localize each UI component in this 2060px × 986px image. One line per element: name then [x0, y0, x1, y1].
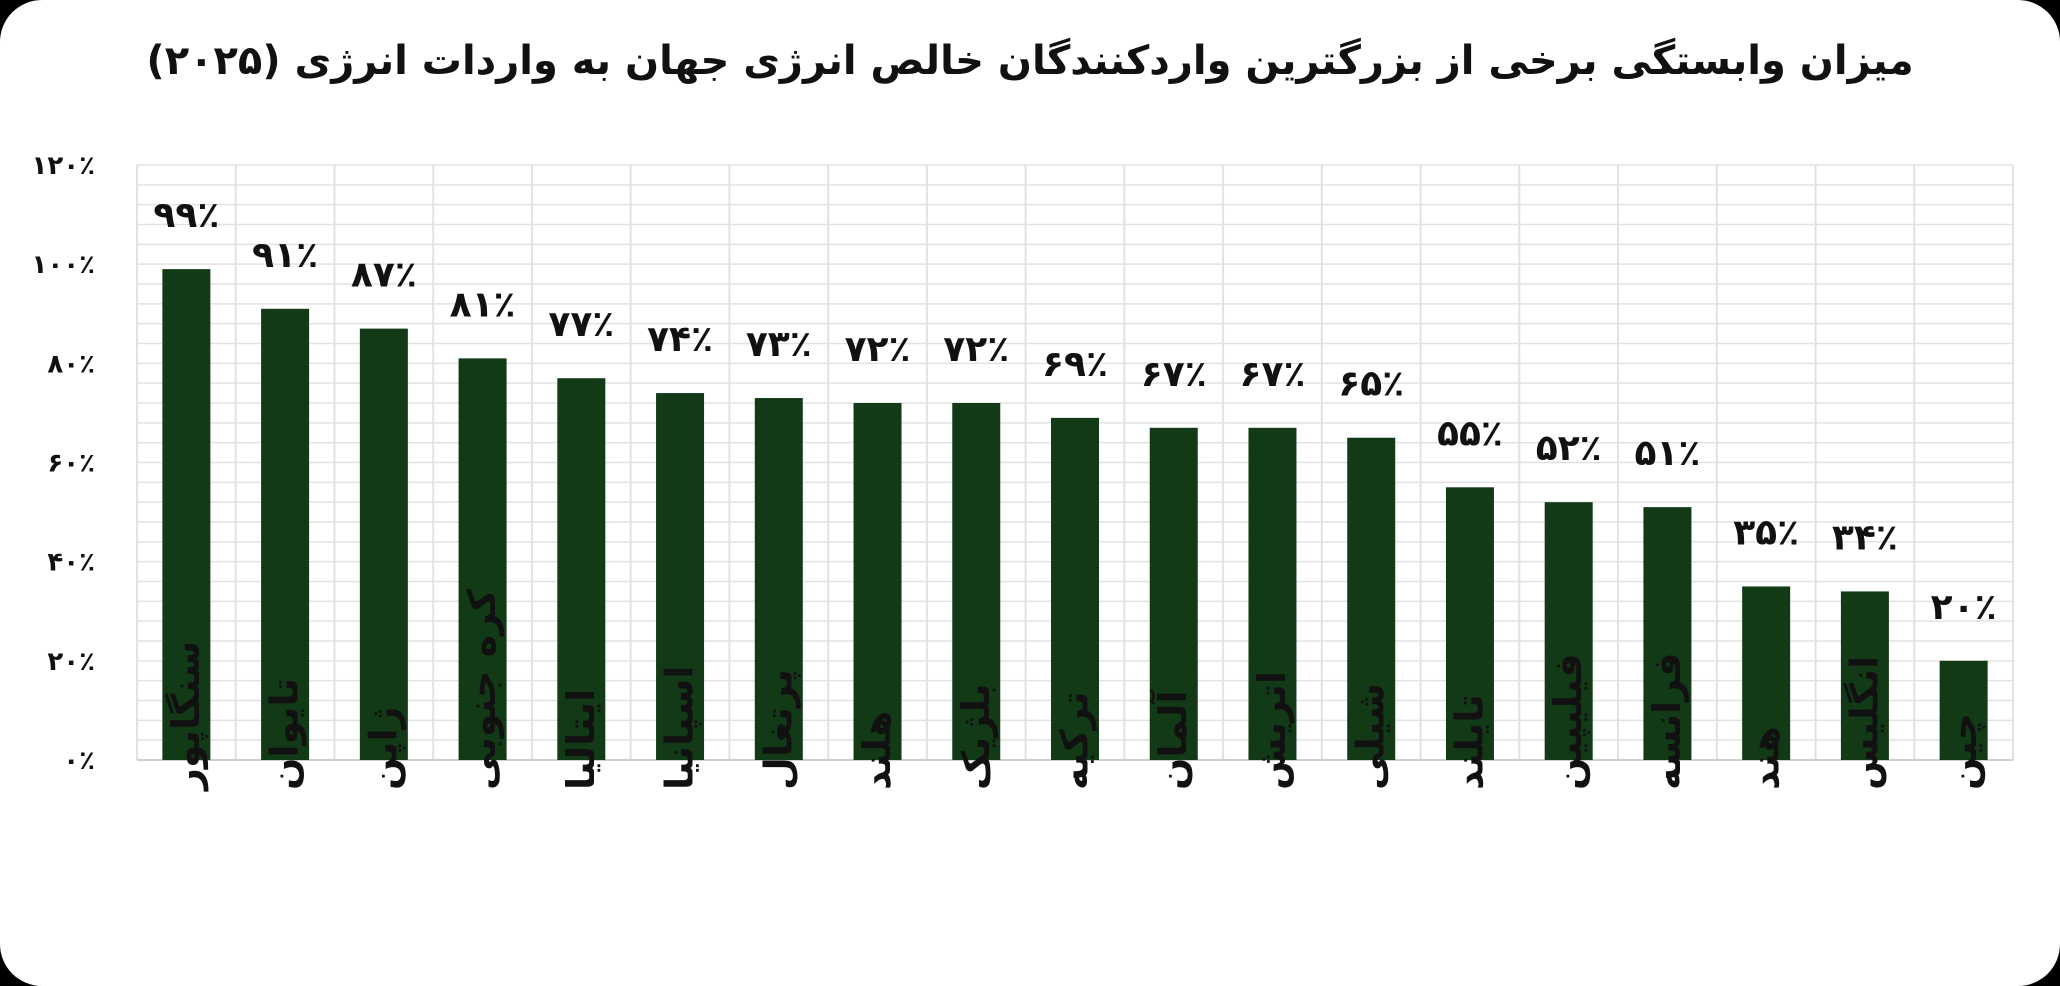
- data-label: ۶۵٪: [1338, 364, 1404, 405]
- data-label: ۹۱٪: [252, 235, 318, 276]
- data-label: ۷۲٪: [943, 329, 1009, 370]
- category-label: چین: [1941, 713, 1985, 790]
- bar: [557, 378, 606, 760]
- category-label: سنگاپور: [164, 641, 208, 792]
- data-label: ۷۷٪: [548, 304, 614, 345]
- data-label: ۶۷٪: [1240, 354, 1306, 395]
- data-label: ۳۵٪: [1733, 512, 1799, 553]
- category-label: هند: [1744, 726, 1788, 790]
- y-tick-label: ۱۲۰٪: [32, 151, 95, 181]
- y-tick-label: ۴۰٪: [47, 548, 95, 578]
- data-label: ۹۹٪: [153, 195, 219, 236]
- data-label: ۸۱٪: [450, 284, 516, 325]
- y-tick-label: ۶۰٪: [47, 449, 95, 479]
- bar: [1051, 417, 1099, 760]
- bar: [261, 308, 310, 760]
- bar: [162, 269, 211, 760]
- category-label: ژاپن: [361, 707, 405, 790]
- data-label: ۷۴٪: [647, 319, 713, 360]
- bar: [1445, 487, 1494, 760]
- bar: [1149, 427, 1198, 760]
- data-label: ۷۲٪: [845, 329, 911, 370]
- bar: [754, 398, 803, 760]
- data-label: ۵۱٪: [1634, 433, 1700, 474]
- data-label: ۶۷٪: [1141, 354, 1207, 395]
- bar: [656, 393, 705, 760]
- bar: [1643, 507, 1692, 760]
- category-label: فرانسه: [1645, 652, 1689, 790]
- y-tick-label: ۰٪: [63, 746, 95, 776]
- data-label: ۵۲٪: [1536, 428, 1602, 469]
- category-label: ترکیه: [1053, 691, 1097, 790]
- category-label: تایوان: [263, 678, 307, 790]
- data-label: ۷۳٪: [746, 324, 812, 365]
- chart-title: میزان وابستگی برخی از بزرگترین واردکنندگ…: [146, 38, 1914, 84]
- category-label: فیلیپین: [1546, 653, 1590, 790]
- category-label: هلند: [855, 711, 899, 790]
- category-label: شیلی: [1349, 683, 1393, 790]
- data-label: ۵۵٪: [1437, 413, 1503, 454]
- y-tick-label: ۸۰٪: [47, 349, 95, 379]
- category-label: کره جنوبی: [460, 588, 504, 790]
- category-label: اسپانیا: [658, 666, 702, 790]
- category-label: اتریش: [1250, 671, 1294, 790]
- bar: [359, 328, 408, 760]
- bar: [853, 403, 902, 760]
- bar: [1248, 427, 1297, 760]
- data-label: ۶۹٪: [1042, 344, 1108, 385]
- bar: [1544, 502, 1593, 760]
- data-label: ۸۷٪: [351, 255, 417, 296]
- bar: [1347, 437, 1396, 760]
- bar: [1742, 586, 1791, 760]
- category-label: بلژیک: [954, 683, 998, 790]
- category-label: آلمان: [1149, 690, 1195, 790]
- category-label: ایتالیا: [559, 689, 603, 790]
- y-tick-label: ۱۰۰٪: [32, 250, 95, 280]
- y-tick-label: ۲۰٪: [47, 647, 95, 677]
- data-label: ۲۰٪: [1931, 587, 1997, 628]
- category-label: انگلیس: [1842, 656, 1886, 790]
- category-label: پرتغال: [756, 669, 800, 790]
- data-label: ۳۴٪: [1832, 517, 1898, 558]
- category-label: تایلند: [1447, 694, 1491, 790]
- bar: [952, 403, 1001, 760]
- bar: [1840, 591, 1889, 760]
- bar: [1939, 660, 1988, 760]
- bar: [458, 358, 507, 760]
